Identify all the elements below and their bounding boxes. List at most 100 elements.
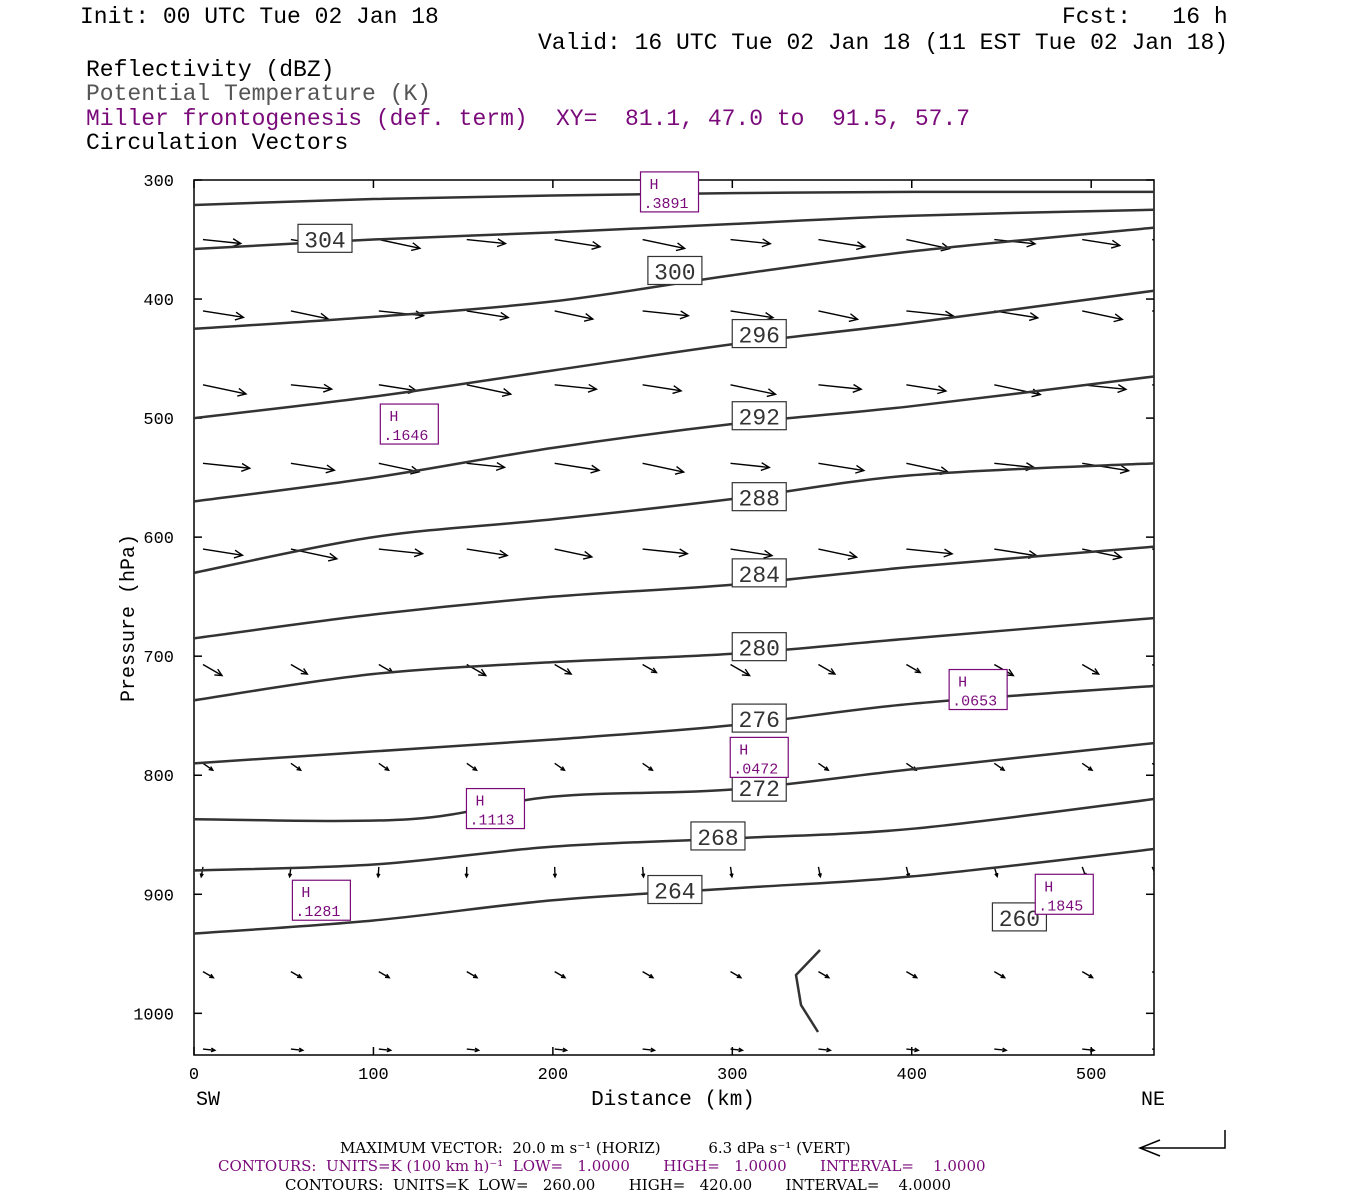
circulation-vector xyxy=(906,1047,920,1053)
x-tick-label: 300 xyxy=(717,1066,748,1085)
circulation-vector xyxy=(1082,548,1123,561)
frontogenesis-max-label: H xyxy=(739,742,748,759)
circulation-vector xyxy=(466,971,479,979)
theta-contour xyxy=(194,616,1154,702)
theta-contour xyxy=(194,375,1154,503)
circulation-vector xyxy=(202,384,248,397)
circulation-vector xyxy=(730,971,743,979)
contour-label-box xyxy=(647,255,703,286)
circulation-vector xyxy=(466,238,508,248)
circulation-vector xyxy=(818,762,830,772)
circulation-vector xyxy=(1151,971,1154,974)
contour-label-box xyxy=(731,482,787,512)
footer-max-vector: MAXIMUM VECTOR: 20.0 m s⁻¹ (HORIZ) 6.3 d… xyxy=(340,1139,851,1157)
circulation-vector xyxy=(642,384,683,395)
contour-label-box xyxy=(731,558,787,588)
y-tick-label: 700 xyxy=(143,649,174,668)
forecast-hour: Fcst: 16 h xyxy=(1062,4,1228,30)
circulation-vector xyxy=(642,238,687,252)
circulation-vector xyxy=(730,238,772,248)
circulation-vector xyxy=(642,971,655,979)
circulation-vector xyxy=(730,1047,745,1053)
theta-contour xyxy=(194,226,1154,331)
circulation-vector xyxy=(466,762,478,772)
y-tick-label: 900 xyxy=(143,887,174,906)
frontogenesis-max-value: .1845 xyxy=(1038,898,1083,915)
contour-label-box xyxy=(297,223,353,253)
theta-contour xyxy=(194,289,1154,420)
circulation-vector xyxy=(1152,548,1154,550)
frontogenesis-max-box xyxy=(291,879,352,921)
theta-contour xyxy=(194,545,1154,640)
circulation-vector xyxy=(642,548,689,558)
y-tick-label: 400 xyxy=(143,292,174,311)
circulation-vector xyxy=(1082,462,1131,474)
circulation-vector xyxy=(378,238,422,252)
circulation-vector xyxy=(730,548,774,559)
frontogenesis-max-box xyxy=(379,403,439,445)
circulation-vector xyxy=(1082,310,1124,323)
circulation-vector xyxy=(730,663,751,677)
circulation-vector xyxy=(730,462,771,472)
frontogenesis-max-value: .1281 xyxy=(295,904,340,921)
frontogenesis-max-value: .3891 xyxy=(644,196,689,213)
theta-contour-closed-segment xyxy=(794,949,821,1033)
frontogenesis-max-box xyxy=(639,171,700,213)
x-tick-label: 200 xyxy=(538,1066,569,1085)
circulation-vector xyxy=(818,548,859,560)
circulation-vector xyxy=(290,462,336,474)
cross-section-endpoints: XY= 81.1, 47.0 to 91.5, 57.7 xyxy=(556,106,971,132)
sw-label: SW xyxy=(196,1089,220,1112)
circulation-vector xyxy=(1151,866,1154,876)
contour-label: 292 xyxy=(739,406,780,432)
circulation-vector xyxy=(554,971,567,979)
theta-contour xyxy=(194,208,1154,251)
circulation-vector xyxy=(554,462,601,474)
field-theta: Potential Temperature (K) xyxy=(86,81,432,107)
frontogenesis-max-box xyxy=(729,736,789,778)
circulation-vector xyxy=(642,462,686,475)
theta-contour xyxy=(194,684,1154,765)
frontogenesis-max-label: H xyxy=(301,885,310,902)
circulation-vector xyxy=(818,971,831,979)
contour-label-box xyxy=(690,821,746,851)
circulation-vector xyxy=(202,238,243,248)
circulation-vector xyxy=(1152,384,1154,386)
circulation-vector xyxy=(554,383,599,393)
circulation-vector xyxy=(906,548,954,558)
circulation-vector xyxy=(1081,762,1094,772)
circulation-vector xyxy=(729,866,734,879)
circulation-vector xyxy=(290,971,303,979)
footer-contours-theta: CONTOURS: UNITS=K LOW= 260.00 HIGH= 420.… xyxy=(285,1176,951,1194)
circulation-vector xyxy=(466,384,513,397)
circulation-vector xyxy=(994,1047,1008,1053)
theta-contour xyxy=(194,741,1154,823)
circulation-vector xyxy=(905,866,911,879)
frontogenesis-max-label: H xyxy=(650,177,659,194)
circulation-vector xyxy=(202,762,215,772)
circulation-vector xyxy=(554,762,566,772)
circulation-vector xyxy=(1151,762,1154,766)
circulation-vector xyxy=(641,866,646,879)
field-reflectivity: Reflectivity (dBZ) xyxy=(86,57,335,83)
field-frontogenesis: Miller frontogenesis (def. term) xyxy=(86,106,528,132)
circulation-vector xyxy=(818,1047,832,1053)
circulation-vector xyxy=(818,663,837,675)
circulation-vector xyxy=(202,462,252,472)
circulation-vector xyxy=(378,971,391,979)
circulation-vector xyxy=(554,238,602,250)
circulation-vector xyxy=(376,866,381,879)
contour-label: 268 xyxy=(697,826,738,852)
field-vectors: Circulation Vectors xyxy=(86,130,349,156)
circulation-vector xyxy=(552,866,558,879)
circulation-vector xyxy=(642,310,690,320)
circulation-vector xyxy=(1081,663,1101,675)
x-tick-label: 0 xyxy=(189,1066,199,1085)
circulation-vector xyxy=(202,1047,217,1053)
circulation-vector xyxy=(202,663,224,677)
circulation-vector xyxy=(554,548,594,560)
frontogenesis-max-label: H xyxy=(1044,879,1053,896)
circulation-vector xyxy=(199,866,204,879)
contour-label: 300 xyxy=(654,260,695,286)
